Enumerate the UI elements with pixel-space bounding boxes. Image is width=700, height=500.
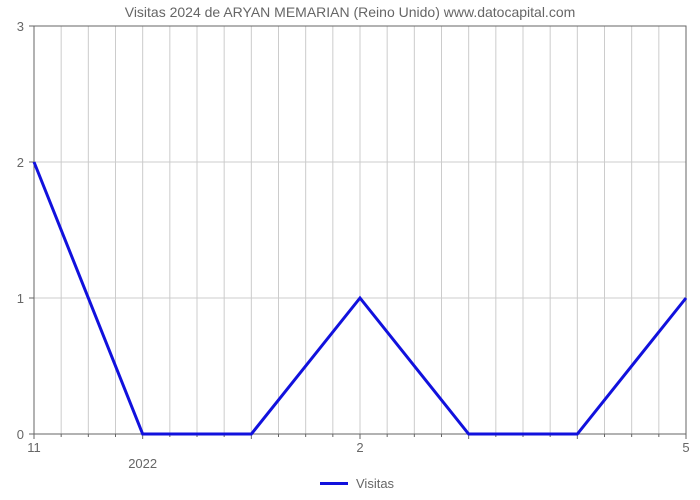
legend: Visitas: [320, 476, 394, 491]
x-tick-label: 11: [27, 440, 41, 455]
legend-line-icon: [320, 482, 348, 485]
y-tick-label: 2: [0, 155, 24, 170]
y-tick-label: 3: [0, 19, 24, 34]
x-tick-label: 2: [356, 440, 363, 455]
x-tick-sublabel: 2022: [128, 456, 157, 471]
x-tick-label: 5: [682, 440, 689, 455]
legend-label: Visitas: [356, 476, 394, 491]
chart-plot-area: [0, 0, 700, 500]
y-tick-label: 1: [0, 291, 24, 306]
line-chart: Visitas 2024 de ARYAN MEMARIAN (Reino Un…: [0, 0, 700, 500]
y-tick-label: 0: [0, 427, 24, 442]
